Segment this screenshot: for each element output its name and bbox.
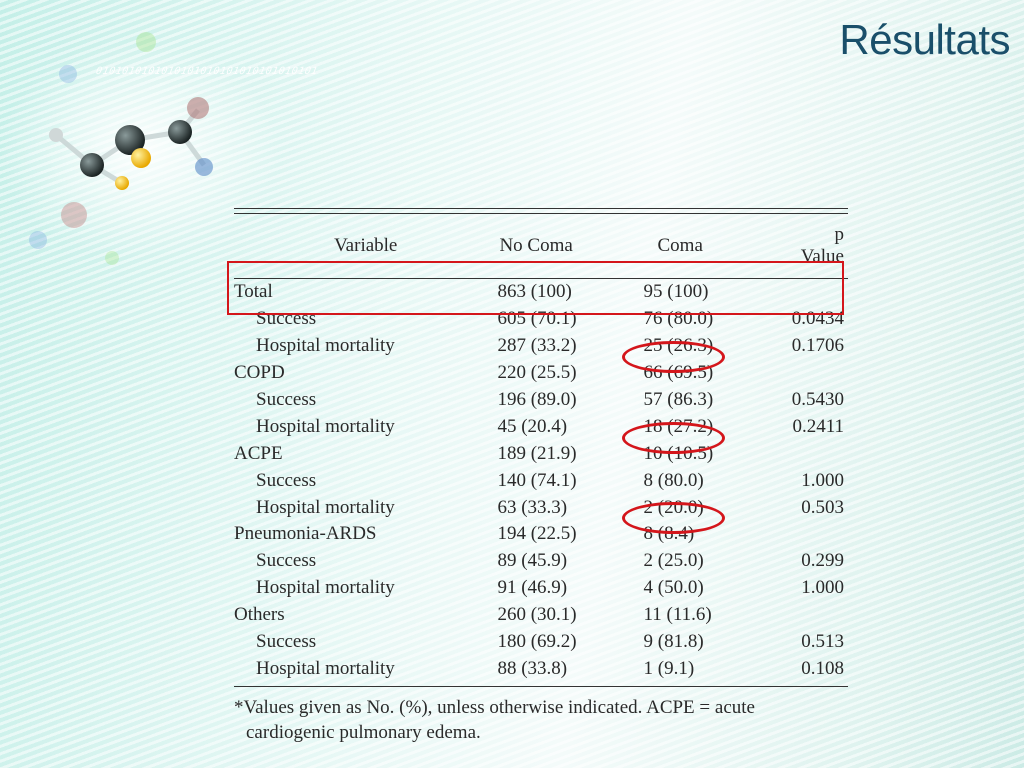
highlight-ellipse-copd-coma xyxy=(622,341,725,373)
cell-p-value: 0.503 xyxy=(801,496,844,518)
header-coma: Coma xyxy=(657,235,703,256)
cell-variable: Success xyxy=(256,550,317,572)
cell-p-value: 0.108 xyxy=(801,657,844,679)
footnote-line-2: cardiogenic pulmonary edema. xyxy=(246,722,481,744)
cell-variable: ACPE xyxy=(234,442,283,464)
cell-no-coma: 863 (100) xyxy=(497,281,572,303)
cell-no-coma: 287 (33.2) xyxy=(497,335,577,357)
table-row: Pneumonia-ARDS 194 (22.5) 8 (8.4) xyxy=(234,521,848,548)
table-bottom-rule xyxy=(234,686,848,688)
cell-p-value xyxy=(792,602,848,629)
cell-variable: COPD xyxy=(234,362,285,384)
table-row: Hospital mortality 88 (33.8) 1 (9.1) 0.108 xyxy=(234,655,848,682)
highlight-ellipse-acpe-coma xyxy=(622,422,725,454)
cell-no-coma: 194 (22.5) xyxy=(497,523,577,545)
binary-text-decoration: 0101010101010101010101010101010101 xyxy=(95,66,319,77)
cell-no-coma: 63 (33.3) xyxy=(497,496,568,518)
cell-no-coma: 260 (30.1) xyxy=(497,604,577,626)
cell-no-coma: 180 (69.2) xyxy=(497,631,577,653)
table-row: Success 196 (89.0) 57 (86.3) 0.5430 xyxy=(234,387,848,414)
cell-coma: 9 (81.8) xyxy=(643,631,704,653)
cell-variable: Pneumonia-ARDS xyxy=(234,523,377,545)
cell-p-value xyxy=(792,440,848,467)
table-row: Hospital mortality 63 (33.3) 2 (20.0) 0.503 xyxy=(234,494,848,521)
table-row: Success 180 (69.2) 9 (81.8) 0.513 xyxy=(234,629,848,656)
table-row: Success 140 (74.1) 8 (80.0) 1.000 xyxy=(234,467,848,494)
table-row: Hospital mortality 287 (33.2) 25 (26.3) 0.1… xyxy=(234,333,848,360)
cell-p-value: 0.513 xyxy=(801,631,844,653)
cell-p-value: 0.1706 xyxy=(791,335,844,357)
table-row: COPD 220 (25.5) 66 (69.5) xyxy=(234,360,848,387)
cell-coma: 2 (25.0) xyxy=(643,550,704,572)
cell-no-coma: 91 (46.9) xyxy=(497,577,568,599)
cell-variable: Success xyxy=(256,389,317,410)
cell-p-value xyxy=(792,521,848,548)
cell-no-coma: 88 (33.8) xyxy=(497,657,568,679)
cell-variable: Hospital mortality xyxy=(256,415,395,437)
cell-variable: Hospital mortality xyxy=(256,496,395,518)
cell-no-coma: 140 (74.1) xyxy=(497,469,577,491)
cell-no-coma: 220 (25.5) xyxy=(497,362,577,384)
cell-no-coma: 189 (21.9) xyxy=(497,442,577,464)
header-variable: Variable xyxy=(334,235,398,256)
molecule-illustration xyxy=(0,32,280,265)
cell-no-coma: 45 (20.4) xyxy=(497,415,568,437)
cell-variable: Hospital mortality xyxy=(256,577,395,599)
table-footnote: *Values given as No. (%), unless otherwi… xyxy=(234,695,848,745)
cell-variable: Hospital mortality xyxy=(256,657,395,679)
cell-p-value: 1.000 xyxy=(801,469,844,491)
cell-coma: 1 (9.1) xyxy=(643,657,695,679)
cell-p-value: 0.299 xyxy=(801,550,844,572)
cell-no-coma: 196 (89.0) xyxy=(497,389,577,410)
highlight-box-total xyxy=(227,261,844,315)
table-row: Others 260 (30.1) 11 (11.6) xyxy=(234,602,848,629)
table-body: Total 863 (100) 95 (100) Success 605 (70.1) 7… xyxy=(234,279,848,683)
cell-variable: Others xyxy=(234,604,285,626)
highlight-ellipse-pneumonia-coma xyxy=(622,502,725,534)
cell-p-value: 1.000 xyxy=(801,577,844,599)
header-no-coma: No Coma xyxy=(499,235,573,256)
table-top-rule-2 xyxy=(234,213,848,214)
table-row: ACPE 189 (21.9) 10 (10.5) xyxy=(234,440,848,467)
cell-variable: Hospital mortality xyxy=(256,335,395,357)
cell-coma: 8 (80.0) xyxy=(643,469,704,491)
table-row: Success 89 (45.9) 2 (25.0) 0.299 xyxy=(234,548,848,575)
footnote-line-1: *Values given as No. (%), unless otherwi… xyxy=(234,697,755,719)
cell-coma: 95 (100) xyxy=(643,281,709,303)
table-top-rule xyxy=(234,208,848,213)
cell-coma: 4 (50.0) xyxy=(643,577,704,599)
cell-p-value: 0.2411 xyxy=(792,415,844,437)
table-row: Hospital mortality 45 (20.4) 18 (27.2) 0.24… xyxy=(234,413,848,440)
table-row: Hospital mortality 91 (46.9) 4 (50.0) 1.000 xyxy=(234,575,848,602)
cell-coma: 57 (86.3) xyxy=(643,389,714,410)
cell-p-value xyxy=(792,360,848,387)
table-row: Total 863 (100) 95 (100) xyxy=(234,279,848,306)
cell-coma: 11 (11.6) xyxy=(643,604,712,626)
cell-variable: Success xyxy=(256,469,317,491)
cell-p-value: 0.5430 xyxy=(791,389,844,410)
slide-title: Résultats xyxy=(839,16,1010,63)
cell-variable: Success xyxy=(256,631,317,653)
cell-no-coma: 89 (45.9) xyxy=(497,550,568,572)
cell-variable: Total xyxy=(234,281,273,303)
